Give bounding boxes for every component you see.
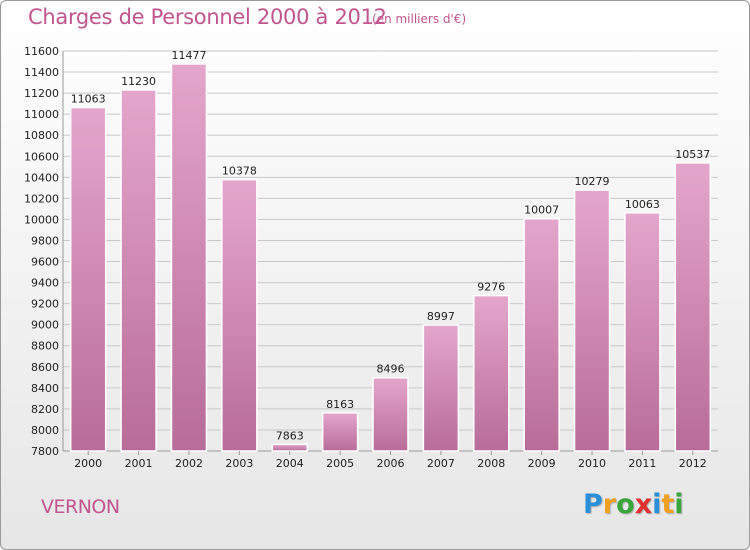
x-tick-label-2009: 2009 bbox=[528, 457, 556, 470]
y-tick-label: 7800 bbox=[31, 445, 59, 458]
logo-letter: P bbox=[583, 489, 603, 520]
data-label-2006: 8496 bbox=[377, 363, 405, 376]
data-label-2010: 10279 bbox=[575, 175, 610, 188]
x-tick-label-2000: 2000 bbox=[74, 457, 102, 470]
x-tick-label-2010: 2010 bbox=[578, 457, 606, 470]
y-tick-label: 11000 bbox=[24, 108, 59, 121]
y-tick-label: 9800 bbox=[31, 234, 59, 247]
x-tick-label-2002: 2002 bbox=[175, 457, 203, 470]
proxiti-logo[interactable]: Proxiti bbox=[583, 489, 684, 520]
data-labels: 11063 11230 11477 10378 7863 8163 8496 8997 9276… bbox=[71, 49, 711, 442]
x-tick-label-2008: 2008 bbox=[477, 457, 505, 470]
bar-2007 bbox=[422, 324, 460, 452]
logo-letter: i bbox=[674, 489, 684, 520]
bar-2002 bbox=[170, 63, 208, 452]
y-tick-label: 9600 bbox=[31, 256, 59, 269]
x-tick-label-2007: 2007 bbox=[427, 457, 455, 470]
data-label-2002: 11477 bbox=[171, 49, 206, 62]
data-label-2011: 10063 bbox=[625, 198, 660, 211]
bar-2005 bbox=[321, 412, 359, 452]
x-tick-label-2011: 2011 bbox=[628, 457, 656, 470]
y-tick-label: 8800 bbox=[31, 340, 59, 353]
y-tick-label: 10200 bbox=[24, 192, 59, 205]
data-label-2001: 11230 bbox=[121, 75, 156, 88]
logo-letter: t bbox=[661, 489, 675, 520]
data-label-2007: 8997 bbox=[427, 310, 455, 323]
y-tick-label: 10600 bbox=[24, 150, 59, 163]
logo-letter: o bbox=[616, 489, 635, 520]
bar-2001 bbox=[120, 89, 157, 452]
x-tick-label-2001: 2001 bbox=[125, 457, 153, 470]
data-label-2000: 11063 bbox=[71, 93, 106, 106]
bar-2003 bbox=[221, 178, 258, 452]
y-tick-label: 8400 bbox=[31, 382, 59, 395]
bar-2000 bbox=[69, 106, 107, 452]
y-tick-label: 10400 bbox=[24, 171, 59, 184]
y-tick-label: 9000 bbox=[31, 319, 59, 332]
chart-title: Charges de Personnel 2000 à 2012 bbox=[28, 5, 387, 29]
y-tick-label: 10800 bbox=[24, 129, 59, 142]
x-axis: 2000 2001 2002 2003 2004 2005 2006 2007 2008 2009… bbox=[74, 451, 707, 470]
bar-2008 bbox=[473, 294, 510, 452]
bars bbox=[69, 63, 712, 452]
y-tick-label: 11400 bbox=[24, 66, 59, 79]
chart-unit: (en milliers d'€) bbox=[372, 12, 467, 26]
data-label-2008: 9276 bbox=[477, 281, 505, 294]
bar-2012 bbox=[674, 162, 712, 452]
x-tick-label-2003: 2003 bbox=[225, 457, 253, 470]
y-tick-label: 8200 bbox=[31, 403, 59, 416]
y-tick-label: 10000 bbox=[24, 213, 59, 226]
x-tick-label-2012: 2012 bbox=[679, 457, 707, 470]
bar-2004 bbox=[271, 443, 308, 452]
logo-letter: i bbox=[652, 489, 662, 520]
y-tick-label: 11200 bbox=[24, 87, 59, 100]
x-tick-label-2006: 2006 bbox=[377, 457, 405, 470]
data-label-2009: 10007 bbox=[524, 204, 559, 217]
data-label-2005: 8163 bbox=[326, 398, 354, 411]
x-tick-label-2005: 2005 bbox=[326, 457, 354, 470]
bar-2010 bbox=[573, 189, 611, 452]
logo-letter: x bbox=[634, 489, 653, 520]
city-name: VERNON bbox=[41, 496, 120, 518]
data-label-2003: 10378 bbox=[222, 165, 257, 178]
data-label-2012: 10537 bbox=[675, 148, 710, 161]
y-tick-label: 8600 bbox=[31, 361, 59, 374]
y-tick-label: 9400 bbox=[31, 277, 59, 290]
y-tick-label: 8000 bbox=[31, 424, 59, 437]
bar-2009 bbox=[523, 217, 560, 452]
logo-letter: r bbox=[602, 489, 617, 520]
bar-2006 bbox=[372, 376, 409, 452]
bar-2011 bbox=[624, 212, 661, 452]
y-tick-label: 11600 bbox=[24, 45, 59, 58]
data-label-2004: 7863 bbox=[276, 429, 304, 442]
y-tick-label: 9200 bbox=[31, 298, 59, 311]
x-tick-label-2004: 2004 bbox=[276, 457, 304, 470]
